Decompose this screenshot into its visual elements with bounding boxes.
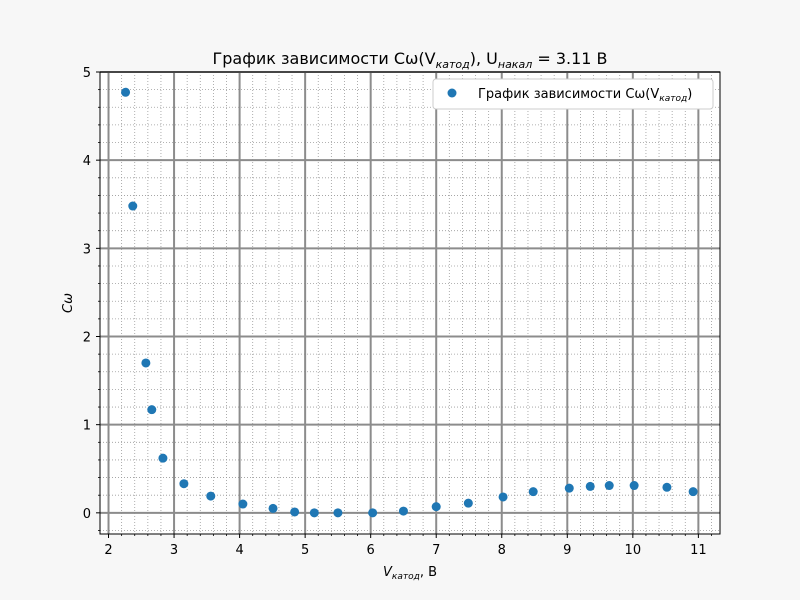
- data-point: [179, 479, 189, 489]
- data-point: [498, 492, 508, 502]
- data-point: [268, 503, 278, 513]
- axis-ticks: 2 3 4 5 6 7 8 9 10 11 0 1 2 3 4 5: [83, 66, 712, 558]
- legend-box: [432, 78, 714, 110]
- data-point: [662, 482, 672, 492]
- x-tick-label: 7: [432, 543, 440, 558]
- data-point: [121, 87, 131, 97]
- data-point: [141, 358, 151, 368]
- legend-marker: [447, 88, 457, 98]
- data-point: [528, 487, 538, 497]
- x-tick-label: 6: [367, 543, 375, 558]
- data-point: [290, 507, 300, 517]
- x-tick-label: 2: [104, 543, 112, 558]
- data-point: [564, 483, 574, 493]
- data-points: [121, 87, 698, 518]
- y-tick-label: 3: [83, 242, 91, 257]
- data-point: [585, 481, 595, 491]
- chart-title: График зависимости Cω(Vкатод), Uнакал = …: [213, 49, 608, 71]
- data-point: [604, 481, 614, 491]
- data-point: [688, 487, 698, 497]
- data-point: [238, 499, 248, 509]
- data-point: [368, 508, 378, 518]
- data-point: [206, 491, 216, 501]
- x-tick-label: 10: [625, 543, 642, 558]
- data-point: [128, 201, 138, 211]
- y-tick-label: 5: [83, 66, 91, 81]
- data-point: [309, 508, 319, 518]
- data-point: [398, 506, 408, 516]
- data-point: [333, 508, 343, 518]
- x-axis-label: Vкатод, В: [383, 565, 437, 582]
- data-point: [463, 498, 473, 508]
- x-tick-label: 4: [235, 543, 243, 558]
- y-tick-label: 2: [83, 331, 91, 346]
- data-point: [431, 502, 441, 512]
- x-tick-label: 3: [170, 543, 178, 558]
- y-axis-label: Cω: [61, 293, 76, 313]
- y-tick-label: 1: [83, 419, 91, 434]
- data-point: [147, 405, 157, 415]
- x-tick-label: 11: [690, 543, 707, 558]
- minor-grid: [100, 72, 720, 534]
- legend-label: График зависимости Cω(Vкатод): [478, 87, 692, 104]
- x-tick-label: 8: [498, 543, 506, 558]
- data-point: [629, 481, 639, 491]
- y-tick-label: 0: [83, 507, 91, 522]
- legend: График зависимости Cω(Vкатод): [432, 78, 714, 110]
- x-tick-label: 5: [301, 543, 309, 558]
- data-point: [158, 453, 168, 463]
- x-tick-label: 9: [563, 543, 571, 558]
- y-tick-label: 4: [83, 154, 91, 169]
